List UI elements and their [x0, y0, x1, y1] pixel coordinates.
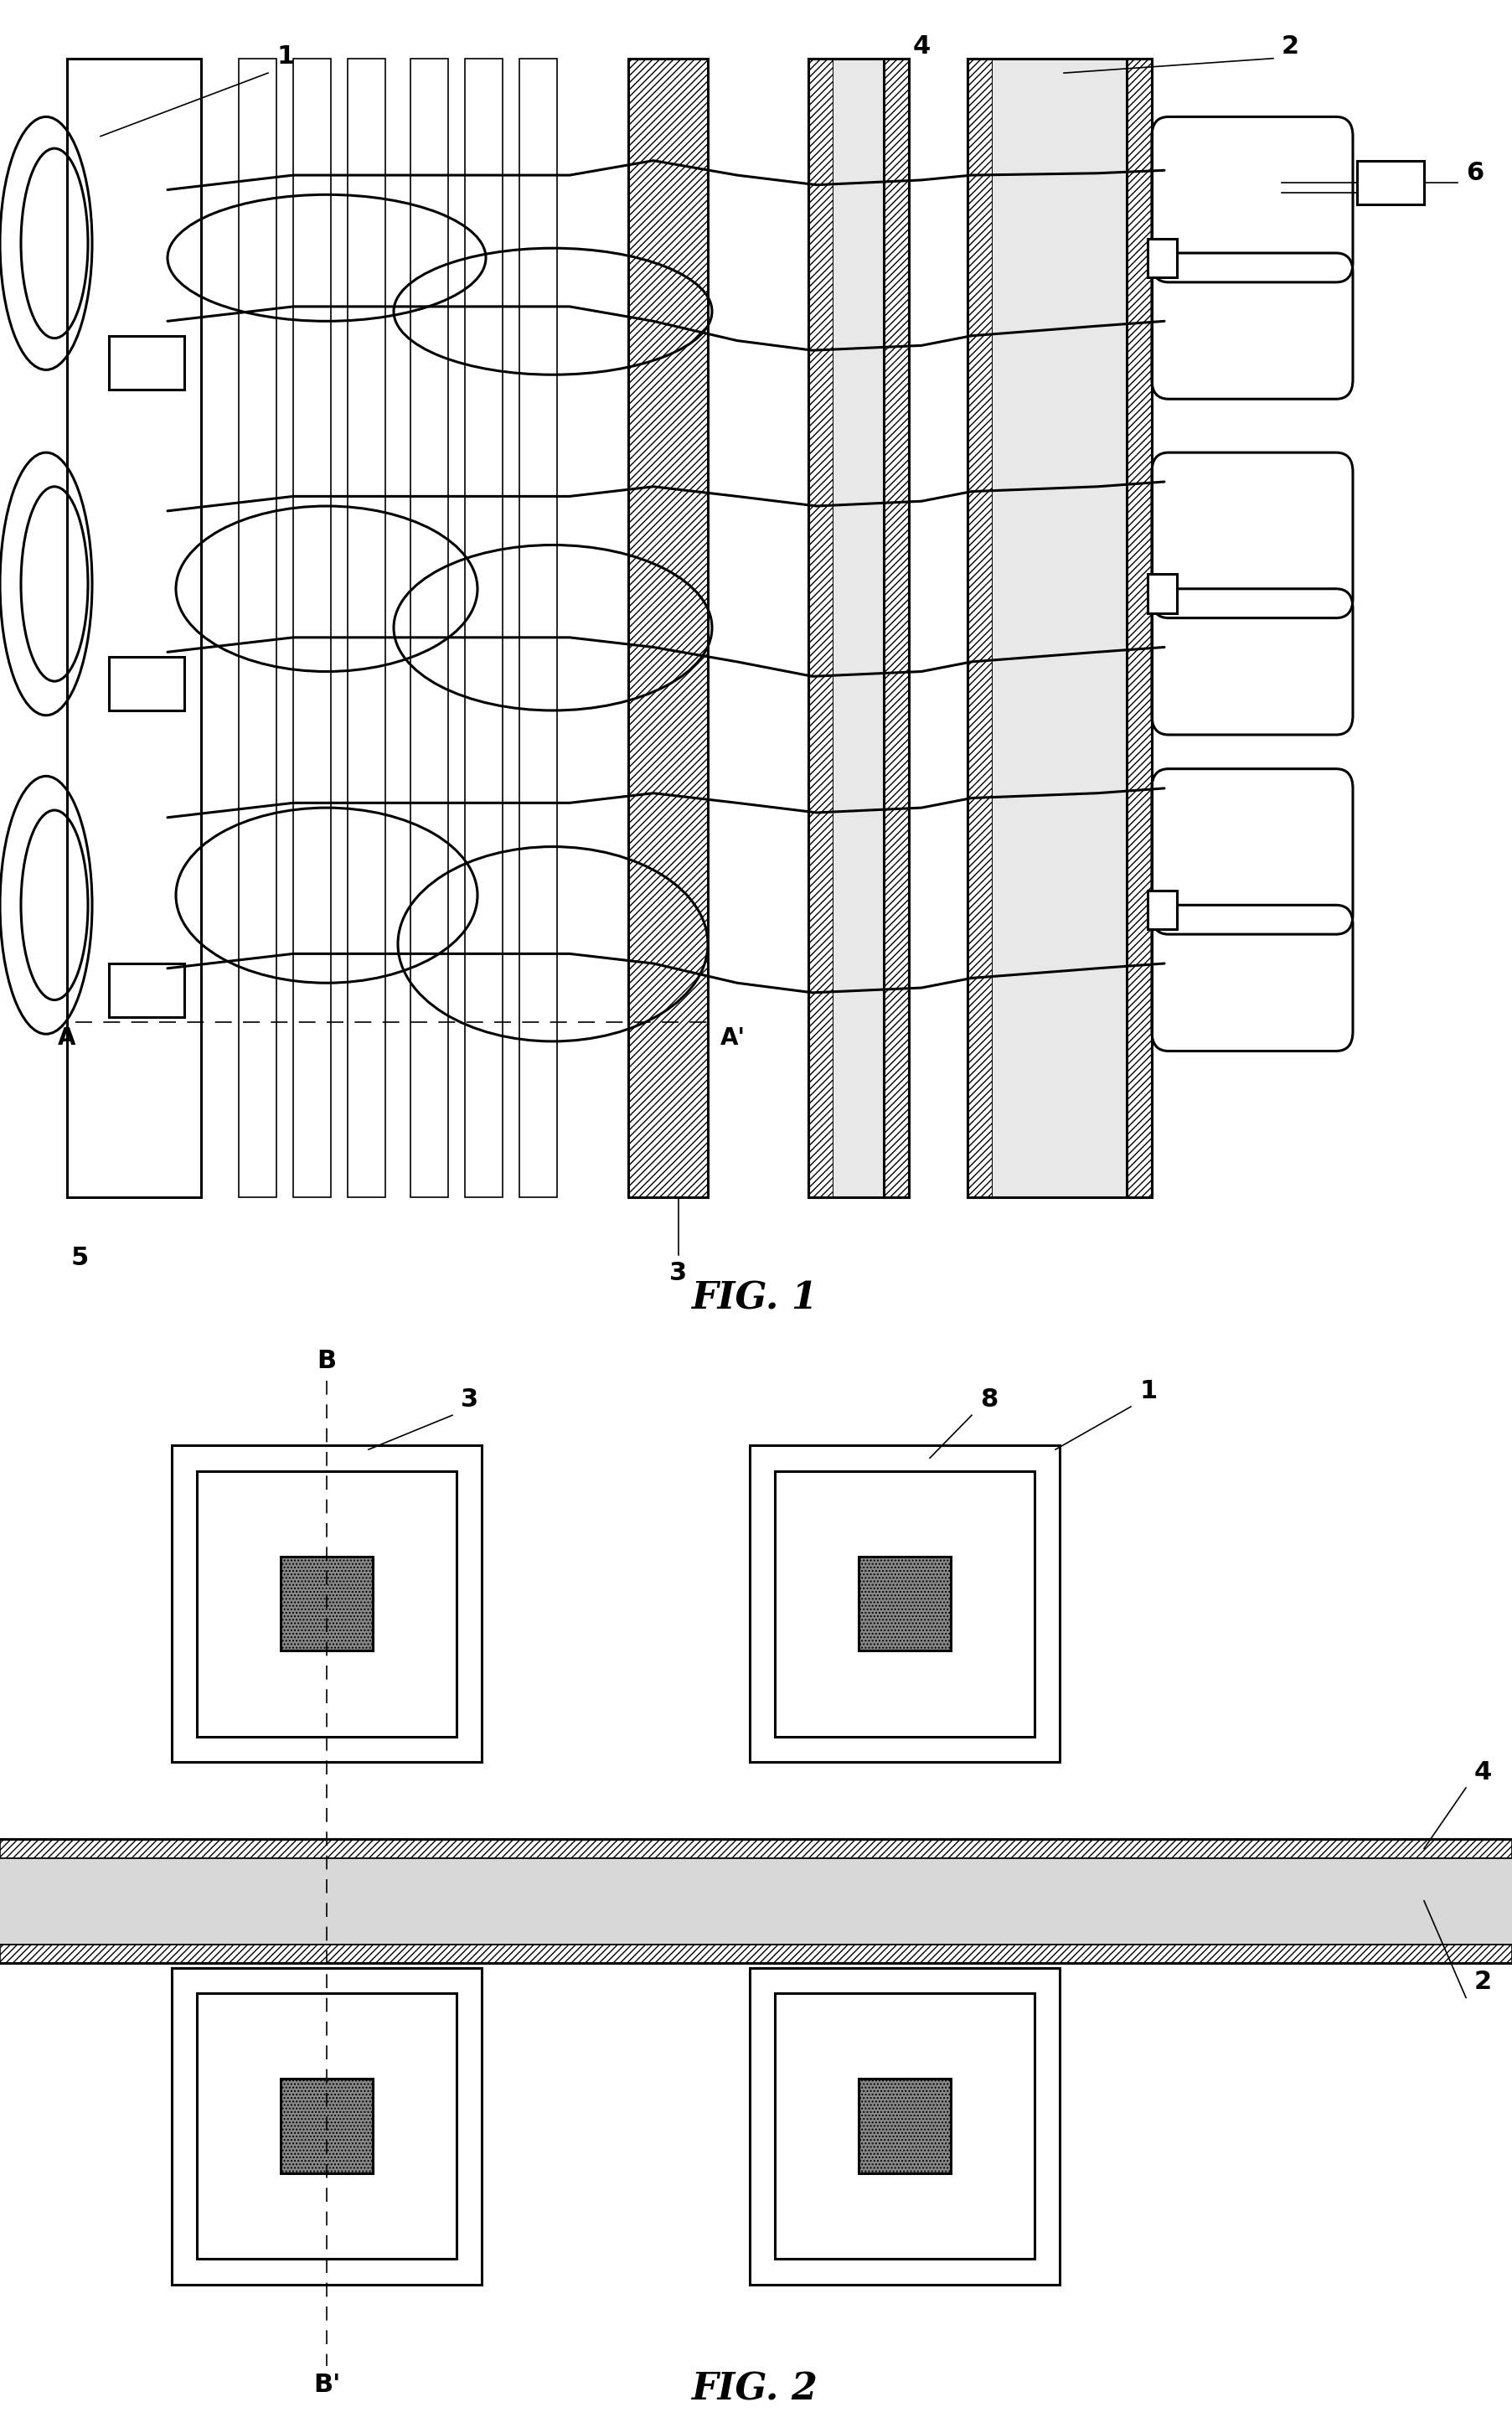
Text: 6: 6 [1467, 161, 1483, 185]
Bar [109, 336, 184, 389]
Bar [348, 58, 386, 1197]
Bar [833, 58, 883, 1197]
Text: 5: 5 [71, 1246, 89, 1270]
Bar [239, 58, 277, 1197]
Bar [809, 58, 909, 1197]
Text: A': A' [720, 1027, 745, 1051]
Bar [1358, 161, 1424, 204]
Bar [109, 657, 184, 710]
Bar [464, 58, 502, 1197]
Bar [197, 1993, 457, 2258]
Bar [281, 1557, 373, 1650]
Bar [750, 1968, 1060, 2285]
Bar [774, 1993, 1034, 2258]
Text: A: A [57, 1027, 76, 1051]
Bar [281, 2078, 373, 2173]
Bar [774, 1472, 1034, 1737]
Text: FIG. 2: FIG. 2 [691, 2372, 816, 2409]
Text: 8: 8 [980, 1387, 998, 1411]
Text: 2: 2 [1282, 34, 1299, 58]
Bar [410, 58, 448, 1197]
Text: B': B' [313, 2372, 340, 2397]
Text: 1: 1 [277, 44, 295, 68]
Bar [993, 58, 1126, 1197]
Bar [968, 58, 1152, 1197]
Bar [109, 963, 184, 1017]
Bar [1126, 58, 1152, 1197]
Bar [67, 58, 201, 1197]
Bar [0, 1859, 1512, 1944]
Text: 2: 2 [1474, 1971, 1492, 1995]
Bar [859, 1557, 951, 1650]
Bar [172, 1445, 482, 1761]
Text: 1: 1 [1139, 1380, 1157, 1404]
Bar [172, 1968, 482, 2285]
Bar [1148, 238, 1176, 277]
Bar [519, 58, 556, 1197]
Bar [0, 1839, 1512, 1859]
Bar [809, 58, 833, 1197]
Bar [0, 1944, 1512, 1963]
Text: 3: 3 [670, 1260, 688, 1285]
Bar [859, 2078, 951, 2173]
Bar [883, 58, 909, 1197]
Text: FIG. 1: FIG. 1 [691, 1280, 816, 1316]
Text: 3: 3 [461, 1387, 478, 1411]
Text: B: B [318, 1348, 336, 1372]
Bar [293, 58, 331, 1197]
Bar [968, 58, 993, 1197]
Bar [750, 1445, 1060, 1761]
Text: 4: 4 [1474, 1759, 1492, 1783]
Bar [1148, 890, 1176, 929]
Text: 4: 4 [913, 34, 931, 58]
Bar [1148, 574, 1176, 613]
Bar [197, 1472, 457, 1737]
Bar [629, 58, 708, 1197]
